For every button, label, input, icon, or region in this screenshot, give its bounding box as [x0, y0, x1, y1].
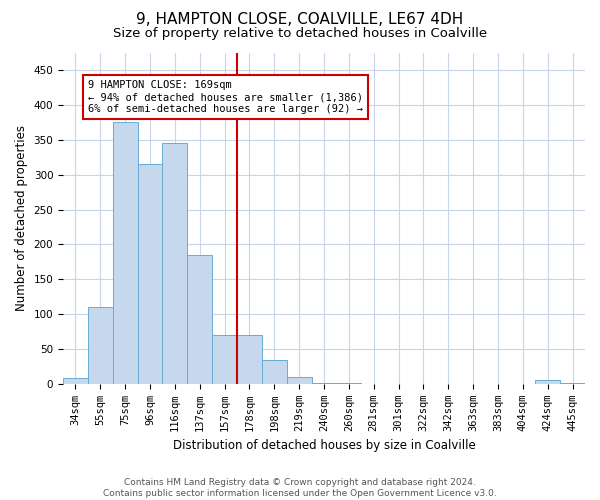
- Bar: [337, 383, 361, 384]
- X-axis label: Distribution of detached houses by size in Coalville: Distribution of detached houses by size …: [173, 440, 475, 452]
- Text: Size of property relative to detached houses in Coalville: Size of property relative to detached ho…: [113, 28, 487, 40]
- Text: Contains HM Land Registry data © Crown copyright and database right 2024.
Contai: Contains HM Land Registry data © Crown c…: [103, 478, 497, 498]
- Y-axis label: Number of detached properties: Number of detached properties: [15, 125, 28, 311]
- Bar: [535, 380, 560, 384]
- Bar: [311, 382, 337, 384]
- Text: 9 HAMPTON CLOSE: 169sqm
← 94% of detached houses are smaller (1,386)
6% of semi-: 9 HAMPTON CLOSE: 169sqm ← 94% of detache…: [88, 80, 363, 114]
- Bar: [63, 378, 88, 384]
- Bar: [287, 377, 311, 384]
- Bar: [137, 164, 163, 384]
- Bar: [113, 122, 137, 384]
- Bar: [237, 335, 262, 384]
- Bar: [187, 255, 212, 384]
- Bar: [163, 143, 187, 384]
- Bar: [88, 307, 113, 384]
- Bar: [560, 382, 585, 384]
- Text: 9, HAMPTON CLOSE, COALVILLE, LE67 4DH: 9, HAMPTON CLOSE, COALVILLE, LE67 4DH: [136, 12, 464, 28]
- Bar: [262, 360, 287, 384]
- Bar: [212, 335, 237, 384]
